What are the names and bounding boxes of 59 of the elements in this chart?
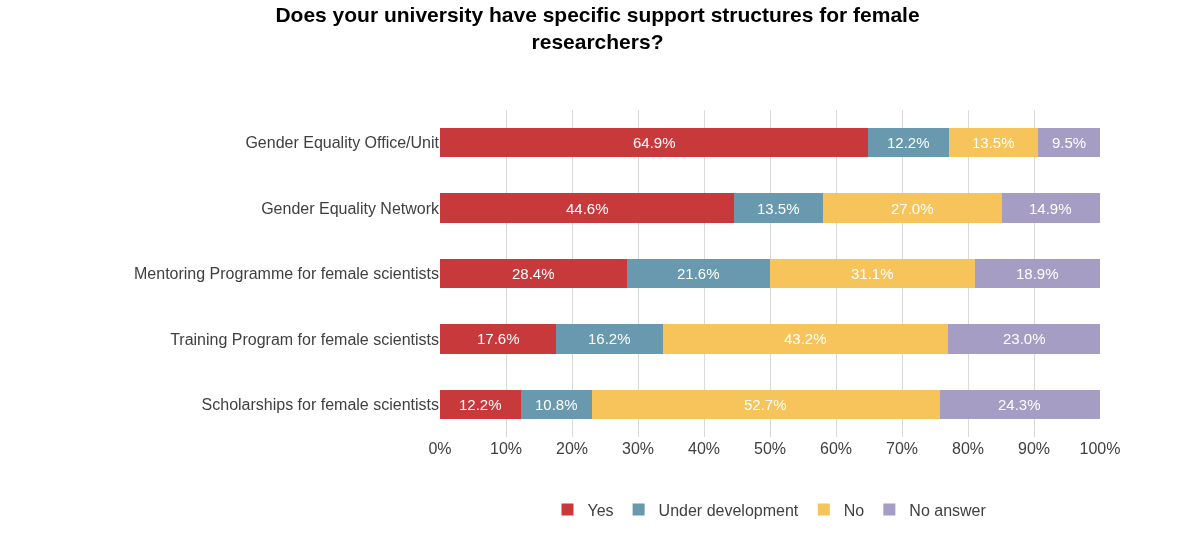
data-label: 10.8%: [535, 396, 578, 413]
x-tick-label: 30%: [621, 440, 655, 457]
x-tick-label: 50%: [753, 440, 787, 457]
bar: [627, 258, 770, 289]
data-label: 12.2%: [459, 396, 502, 413]
legend-label: No answer: [909, 501, 987, 519]
data-label: 14.9%: [1029, 200, 1072, 217]
bar: [948, 324, 1100, 354]
data-label: 21.6%: [677, 265, 720, 282]
data-label: 44.6%: [566, 200, 609, 217]
bar: [440, 324, 557, 354]
data-label: 9.5%: [1052, 134, 1087, 151]
x-tick-label: 70%: [885, 440, 919, 457]
data-label: 31.1%: [851, 265, 894, 282]
data-label: 52.7%: [744, 396, 787, 413]
bar: [591, 389, 940, 420]
data-label: 23.0%: [1003, 330, 1046, 347]
y-tick-label: Training Program for female scientists: [170, 330, 439, 348]
x-tick-label: 40%: [687, 440, 721, 457]
bar: [556, 324, 664, 354]
y-tick-label: Gender Equality Network: [261, 199, 440, 217]
data-label: 17.6%: [477, 330, 520, 347]
data-label: 27.0%: [891, 200, 934, 217]
x-tick-label: 0%: [428, 440, 452, 457]
x-tick-label: 100%: [1079, 440, 1121, 457]
data-label: 28.4%: [512, 265, 555, 282]
x-tick-label: 60%: [819, 440, 853, 457]
y-tick-label: Mentoring Programme for female scientists: [134, 265, 439, 283]
y-tick-label: Scholarships for female scientists: [201, 395, 439, 413]
bar: [440, 193, 735, 223]
legend-label: Yes: [587, 501, 614, 519]
data-label: 24.3%: [998, 396, 1041, 413]
data-label: 13.5%: [757, 200, 800, 217]
bar: [1001, 193, 1100, 223]
data-label: 18.9%: [1016, 265, 1059, 282]
data-label: 16.2%: [588, 330, 631, 347]
x-tick-label: 10%: [489, 440, 523, 457]
bar: [440, 389, 521, 420]
data-label: 43.2%: [784, 330, 827, 347]
data-label: 64.9%: [633, 134, 676, 151]
legend-label: No: [843, 501, 865, 519]
bar: [823, 193, 1002, 223]
x-tick-label: 20%: [555, 440, 589, 457]
bar: [948, 127, 1038, 158]
bar: [734, 193, 824, 223]
bar: [939, 389, 1100, 420]
bar: [663, 324, 949, 354]
bar: [770, 258, 976, 289]
bar: [440, 258, 628, 289]
x-tick-label: 80%: [951, 440, 985, 457]
bar: [975, 258, 1100, 289]
bar: [440, 127, 869, 158]
data-label: 12.2%: [887, 134, 930, 151]
legend-label: Under development: [658, 501, 799, 519]
y-tick-label: Gender Equality Office/Unit: [245, 134, 440, 152]
chart-title: Does your university have specific support structures for female researchers?: [275, 2, 920, 53]
x-tick-label: 90%: [1017, 440, 1051, 457]
data-label: 13.5%: [972, 134, 1015, 151]
bar: [868, 127, 949, 158]
